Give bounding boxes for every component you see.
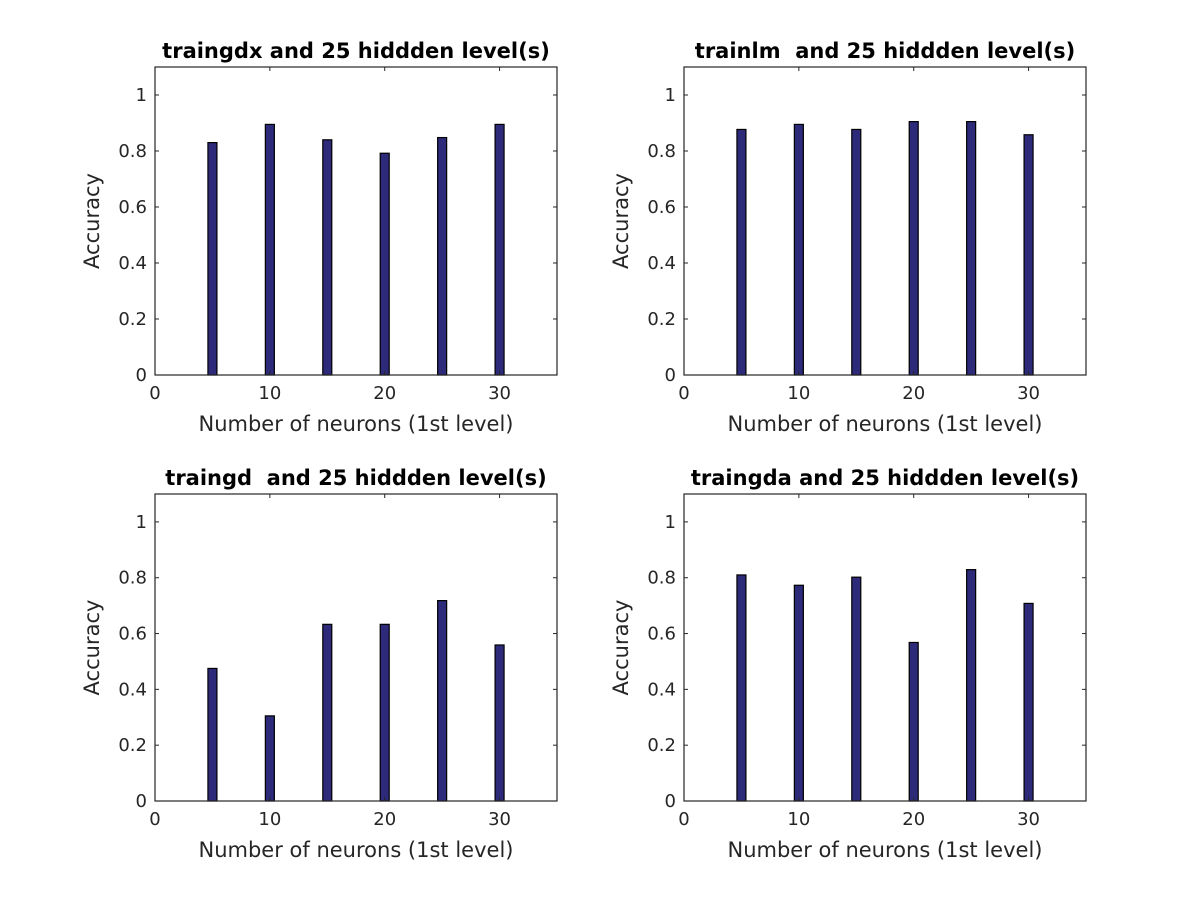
bar (908, 641, 919, 802)
x-axis-label: Number of neurons (1st level) (199, 412, 514, 436)
x-tick-label: 20 (902, 809, 925, 830)
y-tick-label: 0.4 (647, 679, 676, 700)
y-tick-label: 0.8 (118, 568, 147, 589)
y-axis-label: Accuracy (80, 600, 104, 696)
y-tick-label: 0.2 (647, 309, 676, 330)
x-tick-label: 30 (488, 809, 511, 830)
subplot-traingda: 0 10 20 30 0 0.2 0.4 0.6 0.8 1 traingda and 25 hid… (609, 466, 1087, 862)
y-tick-label: 0.2 (118, 735, 147, 756)
y-tick-label: 0.8 (647, 568, 676, 589)
y-tick-label: 0.6 (647, 197, 676, 218)
bar (207, 667, 218, 802)
y-tick-label: 0.6 (118, 624, 147, 645)
chart-title: traingdx and 25 hiddden level(s) (162, 39, 550, 63)
y-tick-label: 0.4 (118, 679, 147, 700)
bar (736, 574, 747, 802)
x-tick-label: 20 (902, 383, 925, 404)
y-tick-label: 1 (136, 512, 147, 533)
y-tick-label: 0.8 (118, 141, 147, 162)
y-axis-label: Accuracy (609, 173, 633, 269)
x-tick-label: 30 (1017, 809, 1040, 830)
y-axis-label: Accuracy (80, 173, 104, 269)
y-tick-label: 1 (665, 512, 676, 533)
bar (379, 623, 390, 802)
bar (1023, 602, 1034, 802)
x-tick-label: 0 (678, 809, 689, 830)
axes-box (683, 66, 1087, 376)
x-axis-label: Number of neurons (1st level) (728, 412, 1043, 436)
x-axis-label: Number of neurons (1st level) (199, 838, 514, 862)
y-tick-label: 0.6 (118, 197, 147, 218)
y-tick-label: 1 (136, 85, 147, 106)
bar (264, 123, 275, 376)
chart-title: traingda and 25 hiddden level(s) (691, 466, 1079, 490)
bar (966, 569, 977, 802)
y-tick-label: 0 (665, 365, 676, 386)
bar (322, 139, 333, 376)
bar (379, 152, 390, 376)
x-tick-label: 20 (373, 809, 396, 830)
y-tick-label: 0 (665, 791, 676, 812)
y-tick-label: 0.4 (118, 253, 147, 274)
plot-area (155, 67, 557, 375)
y-tick-label: 0.4 (647, 253, 676, 274)
x-tick-label: 10 (787, 383, 810, 404)
subplot-traingdx: 0 10 20 30 0 0.2 0.4 0.6 0.8 1 traingdx and 25 hid… (80, 39, 558, 436)
bar (793, 584, 804, 802)
bar (437, 600, 448, 802)
axes-box (154, 493, 558, 802)
bar (494, 644, 505, 802)
bar (1023, 134, 1034, 376)
y-tick-label: 0 (136, 365, 147, 386)
bar (264, 715, 275, 802)
x-tick-label: 30 (488, 383, 511, 404)
y-axis-label: Accuracy (609, 600, 633, 696)
bar (966, 120, 977, 376)
x-axis-label: Number of neurons (1st level) (728, 838, 1043, 862)
axes-box (154, 66, 558, 376)
x-tick-label: 10 (787, 809, 810, 830)
plot-area (155, 494, 557, 801)
chart-title: trainlm and 25 hiddden level(s) (695, 39, 1075, 63)
y-tick-label: 0.2 (118, 309, 147, 330)
bar (851, 128, 862, 376)
plot-area (684, 67, 1086, 375)
chart-title: traingd and 25 hiddden level(s) (165, 466, 546, 490)
x-tick-label: 20 (373, 383, 396, 404)
x-tick-label: 0 (149, 383, 160, 404)
y-tick-label: 1 (665, 85, 676, 106)
x-tick-label: 10 (258, 383, 281, 404)
bar (793, 123, 804, 376)
x-tick-label: 30 (1017, 383, 1040, 404)
y-tick-label: 0.2 (647, 735, 676, 756)
subplot-trainlm: 0 10 20 30 0 0.2 0.4 0.6 0.8 1 trainlm and 25 hidd… (609, 39, 1087, 436)
bar (908, 120, 919, 376)
x-tick-label: 0 (149, 809, 160, 830)
bar (736, 128, 747, 376)
x-tick-label: 0 (678, 383, 689, 404)
bar (207, 142, 218, 376)
axes-box (683, 493, 1087, 802)
bar (437, 136, 448, 376)
bar (322, 623, 333, 802)
subplot-traingd: 0 10 20 30 0 0.2 0.4 0.6 0.8 1 traingd and 25 hidd… (80, 466, 558, 862)
bar (494, 123, 505, 376)
bar (851, 576, 862, 802)
x-tick-label: 10 (258, 809, 281, 830)
y-tick-label: 0.8 (647, 141, 676, 162)
y-tick-label: 0.6 (647, 624, 676, 645)
plot-area (684, 494, 1086, 801)
y-tick-label: 0 (136, 791, 147, 812)
